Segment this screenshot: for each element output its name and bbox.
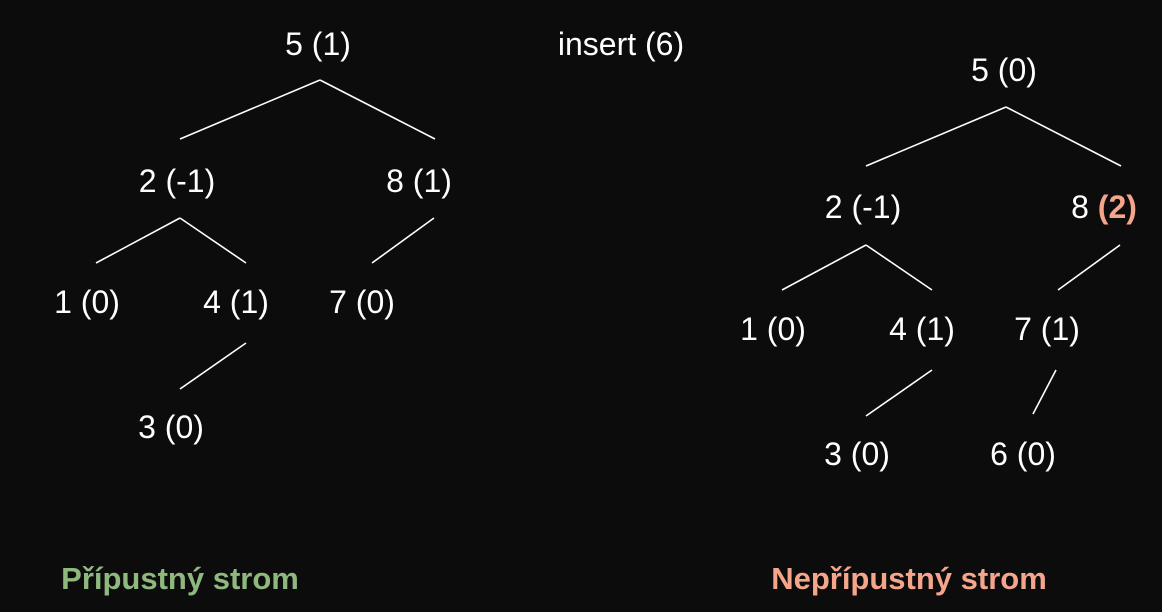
- node-balance: (0): [80, 284, 120, 320]
- edge-l-5-2: [179, 79, 321, 140]
- edge-r-8-7: [1057, 244, 1121, 291]
- invalid-tree-caption: Nepřípustný strom: [771, 561, 1047, 596]
- tree-node: 7 (1): [1014, 313, 1080, 345]
- node-key: 8: [1071, 189, 1089, 225]
- node-balance: (1): [229, 284, 269, 320]
- node-key: 1: [54, 284, 72, 320]
- node-key: 4: [203, 284, 221, 320]
- node-balance: (1): [412, 163, 452, 199]
- edge-r-5-2: [865, 106, 1007, 167]
- edge-l-8-7: [371, 217, 435, 264]
- node-key: 7: [1014, 311, 1032, 347]
- node-key: 2: [824, 189, 843, 225]
- tree-node: 6 (0): [990, 438, 1056, 470]
- tree-node: 2 (-1): [825, 191, 901, 223]
- node-balance: (0): [164, 409, 204, 445]
- node-balance-invalid: (2): [1097, 189, 1137, 225]
- tree-node: 5 (0): [971, 54, 1037, 86]
- edge-r-2-1: [781, 244, 867, 291]
- node-key: 5: [971, 52, 989, 88]
- edge-r-5-8: [1005, 106, 1122, 167]
- edge-l-4-3: [179, 342, 247, 390]
- operation-label: insert (6): [557, 26, 685, 62]
- node-key: 6: [990, 436, 1008, 472]
- tree-node: 3 (0): [138, 411, 204, 443]
- node-balance: (0): [1016, 436, 1056, 472]
- tree-node: 7 (0): [329, 286, 395, 318]
- node-key: 8: [386, 163, 404, 199]
- node-balance: (0): [766, 311, 806, 347]
- tree-node: 1 (0): [740, 313, 806, 345]
- edge-l-2-4: [179, 217, 247, 264]
- node-key: 3: [138, 409, 156, 445]
- node-key: 5: [285, 26, 303, 62]
- node-balance: (0): [850, 436, 890, 472]
- node-balance: (1): [1040, 311, 1080, 347]
- edge-r-7-6: [1032, 369, 1057, 415]
- node-balance: (-1): [165, 163, 216, 199]
- edge-l-5-8: [319, 79, 436, 140]
- tree-node: 4 (1): [889, 313, 955, 345]
- node-key: 4: [889, 311, 907, 347]
- tree-node: 1 (0): [54, 286, 120, 318]
- node-key: 3: [824, 436, 842, 472]
- tree-node: 8 (1): [386, 165, 452, 197]
- tree-node: 3 (0): [824, 438, 890, 470]
- node-balance: (0): [355, 284, 395, 320]
- tree-node: 8 (2): [1071, 191, 1137, 223]
- tree-node: 5 (1): [285, 28, 351, 60]
- node-balance: (1): [311, 26, 351, 62]
- node-balance: (-1): [851, 189, 902, 225]
- node-balance: (1): [915, 311, 955, 347]
- edge-l-2-1: [95, 217, 181, 264]
- tree-node: 4 (1): [203, 286, 269, 318]
- node-key: 1: [740, 311, 758, 347]
- node-key: 7: [329, 284, 347, 320]
- node-key: 2: [138, 163, 157, 199]
- valid-tree-caption: Přípustný strom: [61, 561, 299, 596]
- edge-r-2-4: [865, 244, 933, 291]
- tree-node: 2 (-1): [139, 165, 215, 197]
- edge-r-4-3: [865, 369, 933, 417]
- node-balance: (0): [997, 52, 1037, 88]
